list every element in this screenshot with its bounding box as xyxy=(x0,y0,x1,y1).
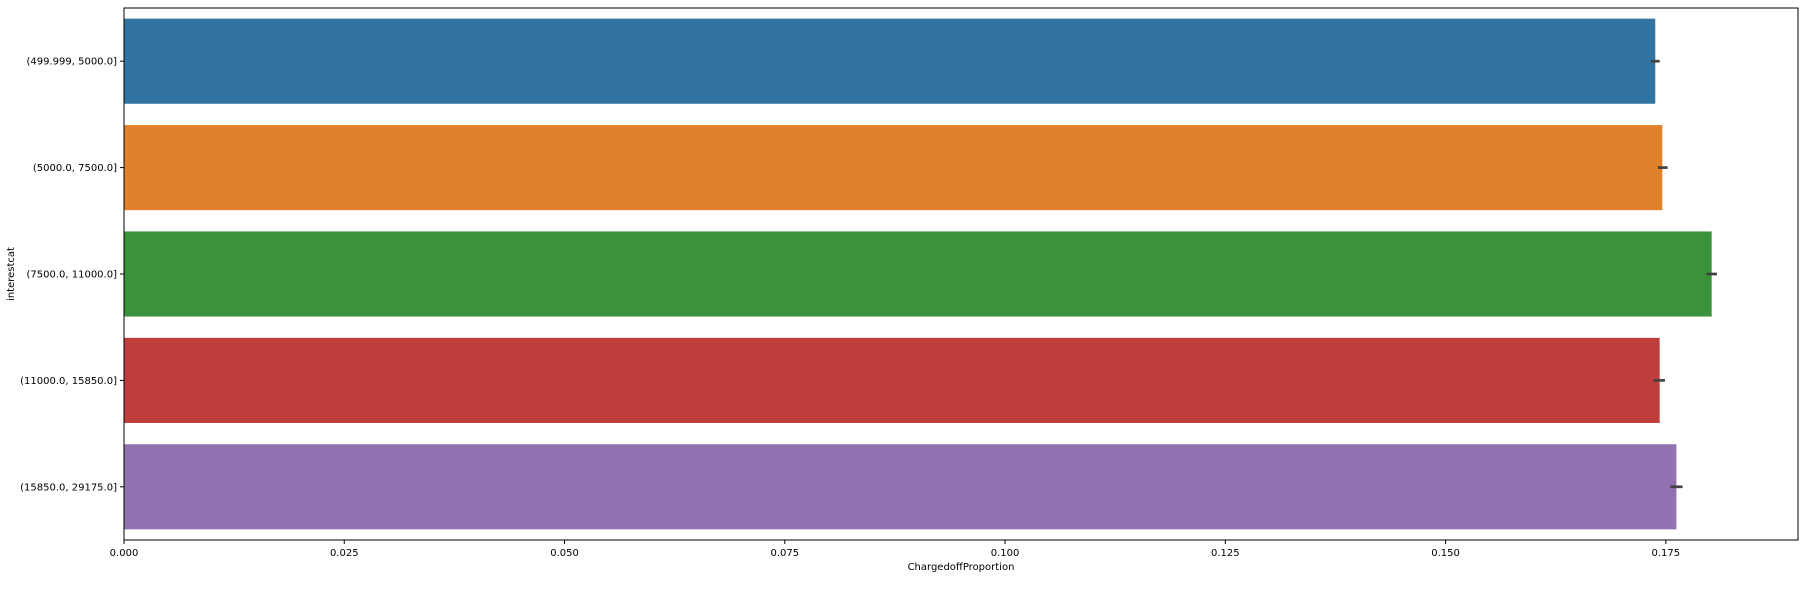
bars-group xyxy=(124,18,1712,530)
y-tick-label-1: (5000.0, 7500.0] xyxy=(33,163,117,174)
x-tick-label-7: 0.175 xyxy=(1652,548,1681,559)
errorbars-group xyxy=(1650,59,1717,489)
x-tick-label-2: 0.050 xyxy=(550,548,579,559)
x-axis-ticks: 0.000 0.025 0.050 0.075 0.100 0.125 0.150 0.175 xyxy=(110,540,1680,559)
y-tick-label-3: (11000.0, 15850.0] xyxy=(20,376,117,387)
y-tick-label-2: (7500.0, 11000.0] xyxy=(26,270,117,281)
y-axis-label: interestcat xyxy=(6,247,17,301)
x-tick-label-4: 0.100 xyxy=(991,548,1020,559)
bar-4 xyxy=(124,444,1677,530)
y-tick-label-4: (15850.0, 29175.0] xyxy=(20,482,117,493)
x-tick-label-0: 0.000 xyxy=(110,548,139,559)
y-axis-ticks: (499.999, 5000.0] (5000.0, 7500.0] (7500.0… xyxy=(20,57,124,493)
x-tick-label-3: 0.075 xyxy=(770,548,799,559)
x-axis-label: ChargedoffProportion xyxy=(908,562,1015,573)
x-tick-label-1: 0.025 xyxy=(330,548,359,559)
bar-0 xyxy=(124,18,1656,104)
bar-2 xyxy=(124,231,1712,317)
bar-1 xyxy=(124,125,1663,211)
y-tick-label-0: (499.999, 5000.0] xyxy=(26,57,117,68)
x-tick-label-5: 0.125 xyxy=(1211,548,1240,559)
x-tick-label-6: 0.150 xyxy=(1431,548,1460,559)
bar-3 xyxy=(124,337,1660,423)
